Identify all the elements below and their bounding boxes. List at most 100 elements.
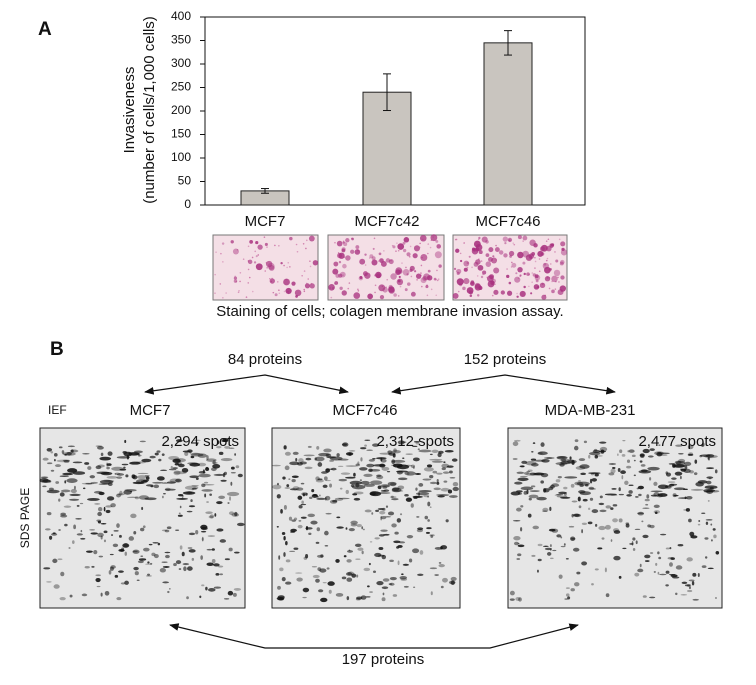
gel-spot [148,543,153,546]
gel-spot [211,548,215,551]
cell [215,251,217,253]
gel-spot [699,454,711,457]
gel-spot [283,505,287,510]
bar [483,42,533,206]
gel-spot [140,555,144,557]
gel-spot [530,485,536,488]
cell [242,258,245,261]
gel-spot [392,594,398,597]
cell [523,272,526,276]
gel-spot [359,479,363,481]
gel-spot [376,474,382,477]
cell [551,275,558,283]
gel-spot [618,493,624,496]
gel-spot [632,548,636,551]
gel-spot [418,492,420,497]
cell [225,292,227,294]
gel-spot [426,527,432,530]
gel-spot [315,476,320,481]
gel-spot [284,487,291,489]
gel-spot [95,574,102,577]
gel-spot [642,534,649,539]
cell [468,255,471,258]
gel-spot [46,512,52,516]
cell [312,260,319,266]
gel-spot [612,518,618,523]
gel-spot [642,595,647,598]
cell [342,263,347,269]
gel-spot [137,560,144,564]
gel-spot [392,463,403,468]
gel-spot [350,484,355,488]
cell [248,276,251,279]
gel-spot [707,567,714,570]
gel-spot [692,572,697,577]
gel-spot [67,468,78,473]
gel-spot [336,526,344,529]
gel-spot [337,465,344,467]
gel-spot [637,568,644,573]
cell [374,274,377,277]
gel-spot [650,490,663,493]
cell [280,261,283,265]
gel-spot [59,475,69,478]
gel-spot [513,535,521,541]
gel-spot [574,445,579,451]
gel-spot [130,513,137,519]
cell [559,285,567,292]
gel-spot [599,509,607,513]
gel-spot [368,562,371,566]
cell [289,266,291,268]
gel-spot [570,588,575,592]
gel-spot [687,444,694,450]
cell [403,237,410,243]
gel-spot [610,539,613,542]
gel-spot [391,450,401,454]
gel-spot [181,551,185,557]
gel-spot [412,445,418,447]
gel-spot [281,532,286,536]
cell [459,259,463,263]
cell [500,290,505,295]
gel-spot [416,492,430,496]
gel-spot [390,495,394,499]
gel-spot [646,494,650,499]
gel-spot [525,460,537,466]
gel-spot [563,486,568,490]
gel-spot [672,576,680,579]
gel-spot [647,455,654,458]
cell [409,245,412,248]
gel-spot [100,592,103,597]
gel-spot [215,573,220,576]
gel-spot [360,457,363,462]
cell [498,250,504,255]
cell [357,289,360,292]
gel-spot [593,448,598,452]
gel-spot [710,539,713,542]
cell [542,262,549,270]
cell [264,270,267,272]
cell [390,273,397,280]
gel-spot [315,578,320,583]
gel-spot [198,470,206,474]
gel-spot [370,491,376,496]
gel-spot [152,481,164,484]
gel-spot [405,497,413,502]
cell [398,269,403,274]
gel-spot [106,463,112,466]
gel-spot [386,471,391,473]
gel-spot [519,475,528,478]
gel-spot [688,518,692,523]
cell [407,282,411,286]
gel-spot [621,453,626,457]
cell [371,259,378,266]
gel-spot [638,493,642,497]
cell [332,268,339,275]
cell [516,292,518,295]
gel-spot [617,453,619,457]
gel-spot [80,537,86,540]
gel-spot [145,575,152,577]
gel-spot [438,562,442,564]
gel-spot [351,573,357,578]
cell [255,263,263,271]
